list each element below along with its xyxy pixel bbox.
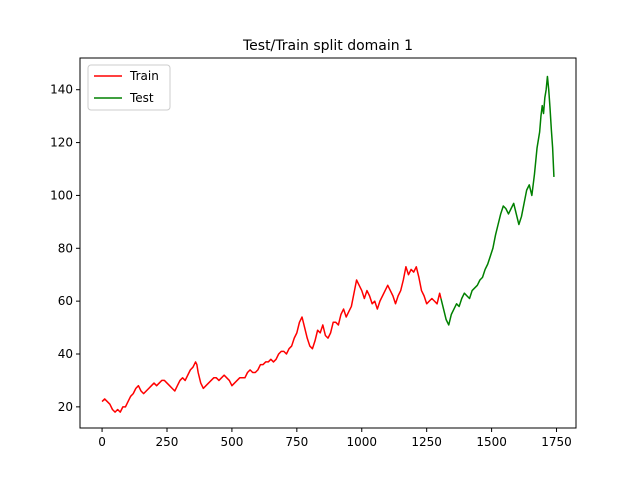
x-tick-label: 0 (98, 435, 106, 449)
plot-frame (79, 57, 577, 429)
legend-label-train: Train (129, 69, 159, 83)
legend: Train Test (87, 64, 171, 111)
y-tick-label: 100 (50, 188, 73, 202)
y-tick-label: 140 (50, 83, 73, 97)
y-tick-label: 60 (58, 294, 73, 308)
x-tick-label: 1500 (476, 435, 507, 449)
series-layer (101, 75, 555, 413)
y-tick-label: 120 (50, 136, 73, 150)
legend-label-test: Test (129, 91, 154, 105)
y-axis-ticks: 20 40 60 80 100 120 140 (50, 83, 80, 414)
x-tick-label: 1250 (411, 435, 442, 449)
chart-title: Test/Train split domain 1 (242, 38, 413, 54)
x-tick-label: 1750 (541, 435, 572, 449)
x-tick-label: 500 (220, 435, 243, 449)
y-tick-label: 40 (58, 347, 73, 361)
y-tick-label: 20 (58, 400, 73, 414)
y-tick-label: 80 (58, 241, 73, 255)
x-axis-ticks: 0 250 500 750 1000 1250 1500 1750 (98, 428, 572, 449)
x-tick-label: 750 (285, 435, 308, 449)
x-tick-label: 1000 (346, 435, 377, 449)
x-tick-label: 250 (156, 435, 179, 449)
series-line-train (101, 266, 442, 413)
series-line-test (440, 75, 555, 326)
